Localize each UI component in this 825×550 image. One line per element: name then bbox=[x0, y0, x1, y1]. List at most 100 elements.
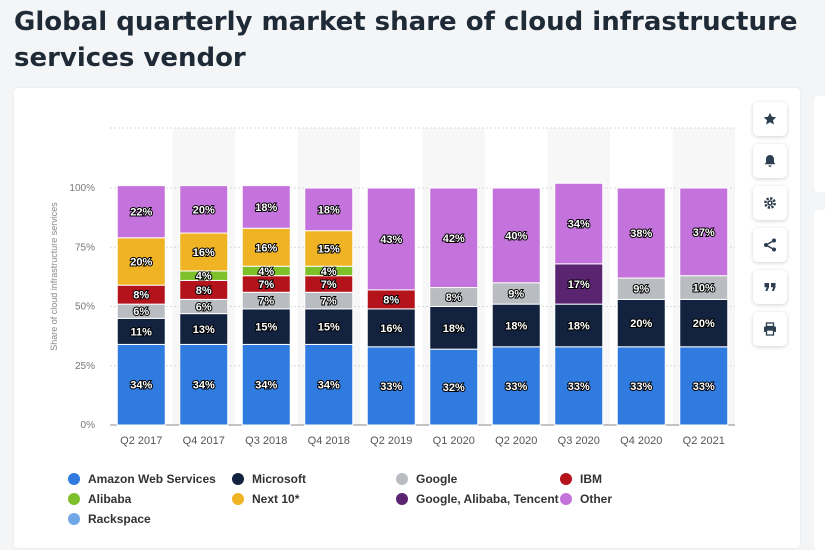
data-label: 18% bbox=[568, 320, 590, 332]
quote-icon bbox=[764, 283, 776, 291]
data-label: 8% bbox=[446, 292, 462, 304]
data-label: 33% bbox=[380, 381, 402, 393]
data-label: 38% bbox=[630, 228, 652, 240]
legend-item[interactable]: Microsoft bbox=[232, 472, 306, 486]
legend-item[interactable]: Other bbox=[560, 492, 612, 506]
x-tick-label: Q2 2019 bbox=[370, 435, 412, 447]
legend-item[interactable]: Amazon Web Services bbox=[68, 472, 216, 486]
bar-segment bbox=[554, 346, 604, 426]
x-tick-label: Q4 2017 bbox=[183, 435, 225, 447]
bar-segment bbox=[304, 230, 354, 267]
x-tick-label: Q2 2021 bbox=[683, 435, 725, 447]
data-label: 8% bbox=[196, 285, 212, 297]
settings-button[interactable] bbox=[753, 186, 787, 220]
legend-item[interactable]: Rackspace bbox=[68, 512, 151, 526]
legend-swatch bbox=[396, 493, 408, 505]
cite-button[interactable] bbox=[753, 270, 787, 304]
legend-swatch bbox=[232, 473, 244, 485]
data-label: 33% bbox=[568, 381, 590, 393]
legend-item[interactable]: IBM bbox=[560, 472, 602, 486]
data-label: 18% bbox=[505, 320, 527, 332]
data-label: 8% bbox=[383, 294, 399, 306]
data-label: 34% bbox=[130, 380, 152, 392]
favorite-button[interactable] bbox=[753, 102, 787, 136]
y-tick-label: 100% bbox=[69, 183, 95, 194]
legend-label: IBM bbox=[580, 472, 602, 486]
x-tick-label: Q4 2020 bbox=[620, 435, 662, 447]
data-label: 40% bbox=[505, 230, 527, 242]
data-label: 7% bbox=[321, 279, 337, 291]
x-tick-label: Q3 2018 bbox=[245, 435, 287, 447]
data-label: 15% bbox=[255, 322, 277, 334]
data-label: 22% bbox=[130, 207, 152, 219]
data-label: 16% bbox=[193, 247, 215, 259]
legend-label: Alibaba bbox=[88, 492, 132, 506]
bar-segment bbox=[241, 227, 291, 267]
y-tick-label: 50% bbox=[75, 302, 95, 313]
bar-segment bbox=[616, 187, 666, 279]
data-label: 8% bbox=[133, 290, 149, 302]
legend-label: Rackspace bbox=[88, 512, 151, 526]
legend-swatch bbox=[68, 473, 80, 485]
legend-item[interactable]: Google, Alibaba, Tencent bbox=[396, 492, 559, 506]
legend-swatch bbox=[560, 473, 572, 485]
data-label: 11% bbox=[131, 326, 153, 338]
bar-segment bbox=[304, 343, 354, 426]
legend-swatch bbox=[560, 493, 572, 505]
data-label: 17% bbox=[568, 279, 590, 291]
y-axis-label: Share of cloud infrastructure services bbox=[49, 202, 59, 351]
side-panel-top bbox=[814, 96, 825, 192]
data-label: 20% bbox=[193, 204, 215, 216]
data-label: 33% bbox=[505, 381, 527, 393]
legend-label: Amazon Web Services bbox=[88, 472, 216, 486]
bar-segment bbox=[116, 185, 166, 239]
data-label: 6% bbox=[196, 302, 212, 314]
data-label: 20% bbox=[630, 318, 652, 330]
data-label: 32% bbox=[443, 382, 465, 394]
data-label: 33% bbox=[693, 381, 715, 393]
bar-segment bbox=[179, 232, 229, 272]
bar-segment bbox=[554, 182, 604, 265]
legend-item[interactable]: Next 10* bbox=[232, 492, 299, 506]
x-tick-label: Q4 2018 bbox=[308, 435, 350, 447]
data-label: 18% bbox=[255, 202, 277, 214]
data-label: 20% bbox=[130, 256, 152, 268]
alert-button[interactable] bbox=[753, 144, 787, 178]
data-label: 7% bbox=[258, 296, 274, 308]
data-label: 34% bbox=[193, 380, 215, 392]
data-label: 15% bbox=[318, 322, 340, 334]
legend-label: Next 10* bbox=[252, 492, 300, 506]
share-icon bbox=[764, 238, 776, 252]
x-tick-label: Q3 2020 bbox=[558, 435, 600, 447]
legend-label: Google, Alibaba, Tencent bbox=[416, 492, 559, 506]
data-label: 13% bbox=[193, 324, 215, 336]
legend-label: Google bbox=[416, 472, 458, 486]
data-label: 16% bbox=[255, 242, 277, 254]
bar-segment bbox=[304, 308, 354, 345]
bar-segment bbox=[554, 303, 604, 348]
data-label: 18% bbox=[443, 323, 465, 335]
bar-segment bbox=[241, 308, 291, 345]
data-label: 33% bbox=[630, 381, 652, 393]
data-label: 42% bbox=[443, 233, 465, 245]
legend-item[interactable]: Alibaba bbox=[68, 492, 131, 506]
share-button[interactable] bbox=[753, 228, 787, 262]
bar-segment bbox=[116, 343, 166, 426]
data-label: 37% bbox=[693, 227, 715, 239]
bar-segment bbox=[366, 187, 416, 291]
y-tick-label: 75% bbox=[75, 242, 95, 253]
print-button[interactable] bbox=[753, 312, 787, 346]
y-tick-label: 0% bbox=[81, 420, 96, 431]
bar-segment bbox=[366, 308, 416, 348]
data-label: 16% bbox=[380, 323, 402, 335]
legend-item[interactable]: Google bbox=[396, 472, 457, 486]
bar-segment bbox=[304, 187, 354, 232]
legend-swatch bbox=[396, 473, 408, 485]
data-label: 9% bbox=[508, 288, 524, 300]
bar-segment bbox=[179, 313, 229, 345]
legend-swatch bbox=[232, 493, 244, 505]
x-tick-label: Q2 2020 bbox=[495, 435, 537, 447]
data-label: 4% bbox=[321, 266, 337, 278]
legend-label: Other bbox=[580, 492, 613, 506]
y-tick-label: 25% bbox=[75, 361, 95, 372]
